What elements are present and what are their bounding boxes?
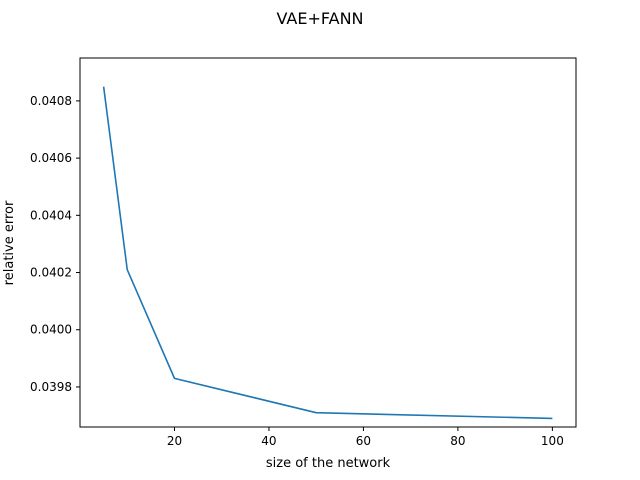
x-tick-label: 80: [450, 434, 465, 448]
axes-frame: [79, 57, 577, 428]
x-tick-label: 100: [541, 434, 564, 448]
y-tick-label: 0.0400: [30, 323, 72, 337]
y-tick-label: 0.0408: [30, 94, 72, 108]
x-axis-ticks: 20 40 60 80 100: [167, 427, 564, 448]
plot-area: [102, 86, 553, 420]
y-tick-label: 0.0402: [30, 266, 72, 280]
y-tick-label: 0.0398: [30, 380, 72, 394]
chart-title: VAE+FANN: [277, 9, 364, 28]
x-tick-label: 60: [356, 434, 371, 448]
y-axis-ticks: 0.0398 0.0400 0.0402 0.0404 0.0406 0.0408: [30, 94, 80, 394]
x-tick-label: 20: [167, 434, 182, 448]
series-line-0: [102, 86, 553, 420]
y-axis-label: relative error: [2, 200, 17, 285]
y-tick-label: 0.0406: [30, 151, 72, 165]
y-tick-label: 0.0404: [30, 208, 72, 222]
x-axis-label: size of the network: [266, 456, 391, 471]
x-tick-label: 40: [261, 434, 276, 448]
